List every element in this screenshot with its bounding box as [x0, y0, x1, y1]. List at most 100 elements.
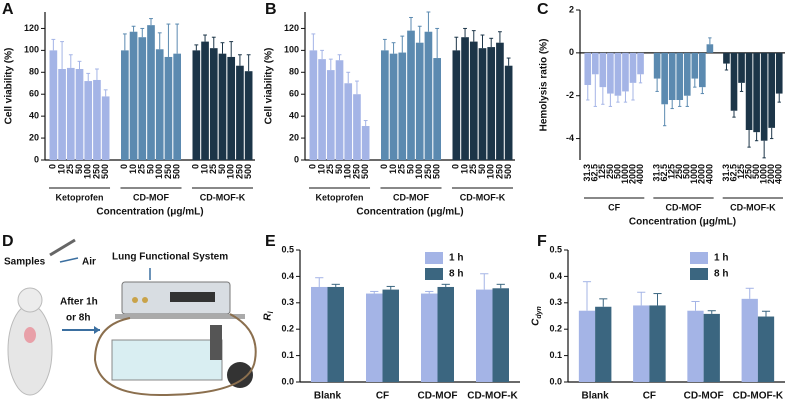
bar	[653, 52, 661, 79]
x-tick-label: 4000	[635, 164, 645, 184]
group-label: CD-MOF	[133, 192, 169, 202]
bar	[741, 298, 758, 382]
bar	[768, 52, 776, 128]
bar	[496, 42, 504, 160]
bar	[173, 53, 181, 161]
group-label: CD-MOF-K	[460, 192, 506, 202]
x-tick-label: 1000	[759, 164, 769, 184]
diagram-label: or 8h	[66, 313, 90, 324]
x-tick-label: 250	[494, 164, 504, 179]
bar	[478, 48, 487, 160]
legend-swatch	[425, 268, 443, 280]
bar	[649, 305, 666, 382]
group-label: CD-MOF	[666, 202, 702, 212]
bar	[389, 53, 398, 161]
bar	[584, 52, 592, 85]
bar	[155, 49, 164, 160]
x-tick-label: 25	[65, 164, 75, 174]
x-tick-label: 1000	[620, 164, 630, 184]
x-tick-label: 500	[243, 164, 253, 179]
bar	[437, 286, 454, 382]
legend-label: 1 h	[714, 253, 728, 264]
bar	[66, 67, 75, 160]
bar	[75, 69, 84, 160]
bar	[723, 52, 730, 64]
bar	[421, 293, 438, 382]
bar	[433, 58, 441, 160]
panel-label: A	[2, 1, 14, 18]
bar	[93, 79, 101, 160]
x-tick-label: 125	[736, 164, 746, 179]
x-tick-label: 100	[343, 164, 353, 179]
x-tick-label: 62.5	[728, 164, 738, 182]
bar	[101, 96, 110, 160]
bar	[504, 65, 513, 160]
bar	[209, 48, 218, 160]
x-tick-label: 125	[667, 164, 677, 179]
x-tick-label: 50	[145, 164, 155, 174]
x-tick-label: 100	[486, 164, 496, 179]
sensor	[210, 325, 222, 360]
y-tick-label: 80	[289, 67, 299, 77]
bar	[476, 289, 493, 382]
x-tick-label: 25	[468, 164, 478, 174]
x-tick-label: CD-MOF	[684, 391, 724, 402]
bar	[607, 52, 614, 94]
x-axis-title: Concentration (μg/mL)	[356, 207, 463, 218]
x-tick-label: Blank	[314, 391, 342, 402]
x-tick-label: 2000	[627, 164, 637, 184]
bar	[487, 47, 496, 160]
x-tick-label: 0	[48, 164, 58, 169]
bar	[629, 52, 637, 83]
tube	[93, 313, 257, 397]
chamber	[111, 339, 223, 381]
bar	[335, 60, 344, 160]
y-tick-label: -2	[566, 90, 574, 100]
bar	[706, 44, 714, 53]
x-tick-label: 500	[503, 164, 513, 179]
bar	[633, 305, 650, 382]
y-tick-label: 60	[29, 89, 39, 99]
x-tick-label: 0	[191, 164, 201, 169]
mouse-head	[17, 287, 43, 313]
bar	[311, 286, 328, 382]
device-base	[115, 314, 245, 319]
legend-swatch	[690, 268, 708, 280]
bar	[138, 37, 147, 160]
bar	[147, 25, 155, 161]
panel-label: B	[265, 1, 277, 18]
bar	[58, 69, 66, 160]
y-axis-title: Cell viability (%)	[264, 48, 275, 125]
bar	[687, 310, 704, 382]
bar	[757, 316, 775, 382]
x-tick-label: 50	[334, 164, 344, 174]
bar	[382, 289, 399, 382]
x-tick-label: 10	[459, 164, 469, 174]
bar	[469, 41, 478, 160]
bar	[691, 52, 699, 79]
y-tick-label: 0	[34, 154, 39, 164]
x-tick-label: 250	[351, 164, 361, 179]
x-tick-label: 25	[325, 164, 335, 174]
x-tick-label: 500	[612, 164, 622, 179]
x-tick-label: CF	[376, 391, 389, 402]
y-tick-label: -4	[566, 133, 574, 143]
x-tick-label: CD-MOF-K	[733, 391, 784, 402]
y-tick-label: 0.5	[281, 244, 294, 254]
bar	[676, 52, 684, 100]
x-tick-label: 500	[751, 164, 761, 179]
x-tick-label: 500	[172, 164, 182, 179]
x-axis-title: Concentration (μg/mL)	[629, 217, 736, 228]
x-tick-label: 10	[128, 164, 138, 174]
x-tick-label: 250	[674, 164, 684, 179]
x-tick-label: 250	[234, 164, 244, 179]
bar	[344, 83, 353, 160]
y-tick-label: 0.1	[281, 350, 294, 360]
y-axis-title-sub: dyn	[536, 306, 543, 318]
bar	[745, 52, 753, 130]
x-tick-label: 500	[682, 164, 692, 179]
x-tick-label: 0	[119, 164, 129, 169]
legend-label: 1 h	[449, 253, 463, 264]
diagram-label: Air	[82, 257, 96, 268]
